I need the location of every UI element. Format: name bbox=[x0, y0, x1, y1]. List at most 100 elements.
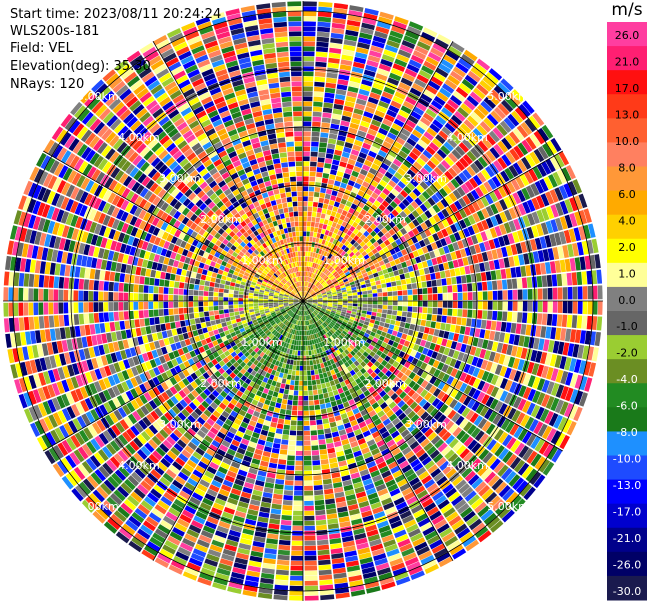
velocity-gate bbox=[308, 289, 313, 294]
velocity-gate bbox=[352, 113, 363, 120]
velocity-gate bbox=[383, 49, 397, 58]
velocity-gate bbox=[521, 312, 528, 324]
velocity-gate bbox=[330, 255, 335, 261]
velocity-gate bbox=[527, 288, 533, 300]
velocity-gate bbox=[495, 269, 502, 280]
velocity-gate bbox=[283, 490, 294, 496]
velocity-gate bbox=[307, 340, 310, 346]
velocity-gate bbox=[303, 360, 307, 366]
velocity-gate bbox=[324, 87, 336, 94]
velocity-gate bbox=[331, 118, 341, 125]
velocity-gate bbox=[268, 405, 275, 412]
velocity-gate bbox=[369, 264, 376, 271]
velocity-gate bbox=[309, 231, 314, 237]
velocity-gate bbox=[550, 327, 557, 340]
velocity-gate bbox=[369, 123, 380, 132]
velocity-gate bbox=[376, 105, 388, 114]
velocity-gate bbox=[571, 272, 578, 286]
velocity-gate bbox=[472, 174, 483, 186]
velocity-gate bbox=[510, 267, 517, 278]
velocity-gate bbox=[388, 220, 396, 229]
velocity-gate bbox=[283, 495, 293, 501]
velocity-gate bbox=[326, 442, 335, 449]
velocity-gate bbox=[382, 268, 389, 275]
velocity-gate bbox=[370, 87, 383, 96]
velocity-gate bbox=[329, 260, 334, 266]
velocity-gate bbox=[480, 196, 490, 207]
velocity-gate bbox=[400, 279, 407, 285]
velocity-gate bbox=[315, 177, 322, 183]
velocity-gate bbox=[447, 167, 458, 178]
velocity-gate bbox=[463, 99, 476, 111]
velocity-gate bbox=[336, 170, 344, 178]
velocity-gate bbox=[314, 499, 325, 506]
velocity-gate bbox=[469, 91, 483, 104]
velocity-gate bbox=[485, 271, 492, 281]
velocity-gate bbox=[424, 228, 432, 237]
velocity-gate bbox=[493, 106, 506, 120]
velocity-gate bbox=[326, 72, 338, 79]
velocity-gate bbox=[378, 260, 385, 266]
velocity-gate bbox=[467, 225, 475, 236]
velocity-gate bbox=[333, 3, 349, 10]
velocity-gate bbox=[352, 248, 359, 254]
velocity-gate bbox=[464, 180, 474, 192]
velocity-gate bbox=[274, 407, 281, 414]
velocity-gate bbox=[307, 282, 310, 287]
velocity-gate bbox=[481, 137, 493, 149]
velocity-gate bbox=[323, 423, 330, 429]
velocity-gate bbox=[334, 98, 345, 106]
velocity-gate bbox=[304, 480, 313, 486]
velocity-gate bbox=[432, 204, 441, 214]
velocity-gate bbox=[494, 213, 503, 225]
velocity-gate bbox=[369, 215, 376, 223]
velocity-gate bbox=[313, 192, 320, 198]
velocity-gate bbox=[517, 203, 527, 216]
velocity-gate bbox=[358, 88, 370, 97]
velocity-gate bbox=[422, 27, 438, 38]
velocity-gate bbox=[266, 538, 278, 545]
velocity-gate bbox=[276, 559, 290, 566]
velocity-gate bbox=[303, 21, 316, 27]
velocity-gate bbox=[333, 264, 338, 269]
velocity-gate bbox=[271, 417, 279, 423]
velocity-gate bbox=[361, 287, 367, 292]
velocity-gate bbox=[370, 180, 379, 188]
velocity-gate bbox=[512, 192, 522, 205]
velocity-gate bbox=[567, 301, 573, 314]
velocity-gate bbox=[322, 282, 327, 287]
velocity-gate bbox=[349, 76, 362, 84]
velocity-gate bbox=[492, 310, 498, 321]
velocity-gate bbox=[437, 293, 443, 301]
velocity-gate bbox=[556, 273, 563, 287]
velocity-gate bbox=[344, 142, 353, 149]
velocity-gate bbox=[346, 24, 360, 32]
velocity-gate bbox=[463, 119, 475, 131]
velocity-gate bbox=[333, 154, 341, 161]
velocity-gate bbox=[453, 130, 465, 141]
velocity-gate bbox=[540, 262, 547, 275]
velocity-gate bbox=[443, 54, 457, 66]
velocity-gate bbox=[406, 169, 416, 178]
velocity-gate bbox=[365, 188, 373, 196]
velocity-gate bbox=[354, 268, 361, 274]
velocity-gate bbox=[387, 305, 393, 310]
velocity-gate bbox=[444, 170, 454, 181]
velocity-gate bbox=[343, 39, 357, 47]
velocity-gate bbox=[505, 151, 516, 164]
velocity-gate bbox=[323, 168, 331, 174]
velocity-gate bbox=[318, 238, 323, 244]
velocity-gate bbox=[388, 179, 397, 188]
velocity-gate bbox=[464, 265, 471, 275]
velocity-gate bbox=[320, 266, 325, 272]
velocity-gate bbox=[483, 117, 495, 130]
velocity-gate bbox=[309, 360, 314, 366]
velocity-gate bbox=[289, 585, 303, 591]
velocity-gate bbox=[303, 111, 312, 117]
velocity-gate bbox=[290, 560, 303, 566]
velocity-gate bbox=[311, 131, 320, 137]
velocity-gate bbox=[375, 171, 384, 179]
velocity-gate bbox=[384, 114, 395, 123]
velocity-gate bbox=[462, 138, 473, 150]
velocity-gate bbox=[571, 315, 578, 329]
